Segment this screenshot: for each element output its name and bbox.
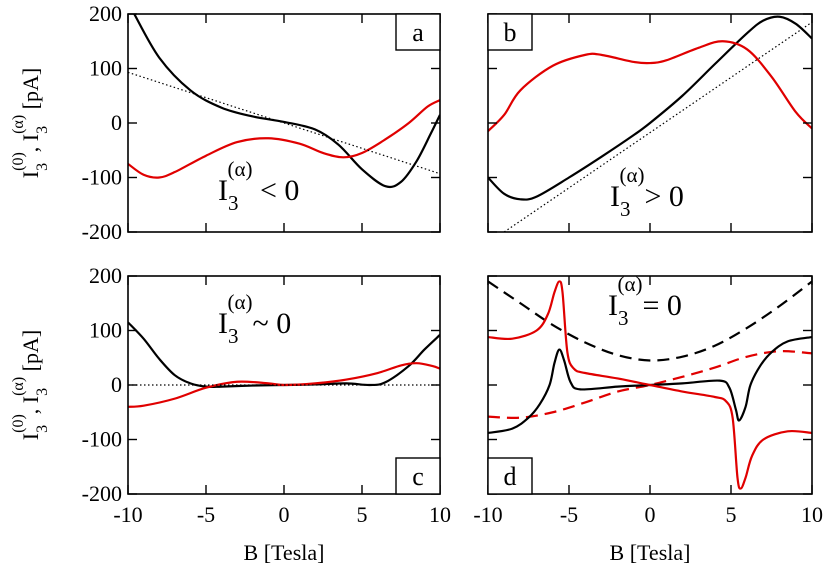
- y-tick-label: -100: [82, 427, 122, 452]
- panel-label: a: [412, 18, 424, 47]
- y-axis-title: I3(0), I3(α) [pA]: [10, 330, 51, 440]
- panel-label: b: [504, 18, 517, 47]
- panel-d: -10 -5 0 5 10 d I3(α)= 0: [473, 272, 823, 527]
- series-group: [128, 14, 440, 189]
- series-line-d-1: [488, 350, 812, 419]
- panel-a: -200 -100 0 100 200 a I3(α) < 0: [82, 1, 441, 244]
- series-line-b-1: [488, 40, 812, 132]
- panel-label: c: [412, 462, 424, 491]
- x-axis-title: B [Tesla]: [610, 540, 691, 565]
- y-tick-label: 200: [89, 263, 122, 288]
- x-tick-label: 0: [645, 502, 656, 527]
- y-tick-label: 200: [89, 1, 122, 26]
- series-line-a-0: [133, 14, 440, 189]
- y-tick-label: 0: [111, 372, 122, 397]
- series-line-b-0: [488, 15, 812, 201]
- x-tick-label: -10: [113, 502, 142, 527]
- x-tick-label: 10: [429, 502, 451, 527]
- panel-c: -200 -100 0 100 200 -10 -5 0 5 10c I3(α)~ 0: [82, 263, 451, 527]
- y-tick-label: 100: [89, 56, 122, 81]
- series-line-a-1: [128, 99, 440, 179]
- panel-label-box: [395, 13, 441, 51]
- y-tick-label: -100: [82, 165, 122, 190]
- x-tick-label: -5: [560, 502, 578, 527]
- ticks: [127, 275, 441, 495]
- x-tick-label: -10: [473, 502, 502, 527]
- y-tick-label: 0: [111, 110, 122, 135]
- series-group: [488, 280, 812, 490]
- series-group: [128, 321, 440, 408]
- series-line-c-1: [128, 362, 440, 408]
- panel-annotation: I3(α)~ 0: [218, 290, 291, 348]
- series-group: [488, 15, 812, 232]
- panel-annotation: I3(α)> 0: [610, 163, 684, 221]
- panel-annotation: I3(α)= 0: [608, 272, 682, 330]
- y-tick-label: -200: [82, 219, 122, 244]
- x-tick-label: 5: [726, 502, 737, 527]
- panel-label-box: [487, 13, 533, 51]
- panel-label-box: [487, 457, 533, 495]
- panel-label-box: [395, 457, 441, 495]
- panel-label: d: [504, 462, 517, 491]
- x-tick-label: 5: [357, 502, 368, 527]
- y-axis-title: I3(0), I3(α) [pA]: [10, 68, 51, 178]
- y-tick-label: -200: [82, 481, 122, 506]
- x-axis-title: B [Tesla]: [244, 540, 325, 565]
- series-line-d-0: [488, 280, 812, 362]
- axis-titles-layer: B [Tesla] B [Tesla] I3(0), I3(α) [pA] I3(0)…: [10, 68, 690, 565]
- x-tick-label: -5: [197, 502, 215, 527]
- panel-b: b I3(α)> 0: [487, 13, 813, 233]
- ticks: [487, 275, 813, 495]
- panel-annotation: I3(α) < 0: [218, 157, 299, 215]
- x-tick-label: 10: [801, 502, 823, 527]
- y-tick-label: 100: [89, 318, 122, 343]
- series-line-a-2: [128, 71, 440, 175]
- series-line-d-3: [488, 280, 812, 490]
- x-tick-label: 0: [279, 502, 290, 527]
